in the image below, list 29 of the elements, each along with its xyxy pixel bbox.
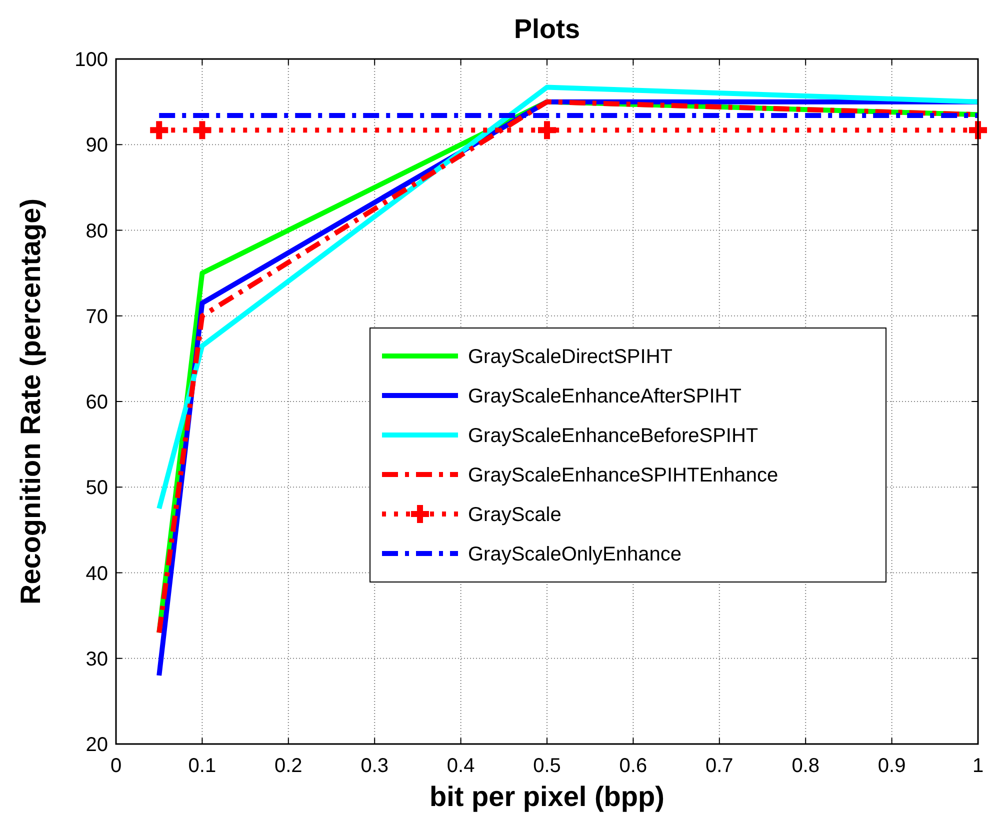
y-tick-label: 30: [86, 648, 108, 670]
y-tick-label: 40: [86, 562, 108, 585]
chart-title: Plots: [514, 14, 580, 44]
x-tick-label: 0.2: [274, 755, 302, 777]
y-tick-label: 70: [86, 306, 108, 328]
x-tick-label: 0.3: [360, 755, 389, 777]
y-tick-label: 90: [86, 134, 108, 157]
y-tick-label: 50: [86, 477, 108, 500]
legend-label: GrayScaleDirectSPIHT: [468, 346, 672, 368]
x-tick-label: 0.5: [533, 755, 561, 777]
x-axis-title: bit per pixel (bpp): [430, 781, 664, 812]
x-tick-label: 0: [110, 755, 122, 777]
y-tick-label: 60: [86, 392, 108, 414]
x-tick-label: 0.8: [792, 755, 820, 777]
legend-label: GrayScaleEnhanceAfterSPIHT: [468, 386, 742, 408]
y-tick-label: 100: [74, 49, 108, 71]
legend-label: GrayScaleOnlyEnhance: [468, 544, 682, 566]
x-tick-label: 0.9: [878, 755, 906, 777]
x-tick-label: 0.4: [446, 755, 475, 777]
y-axis-title: Recognition Rate (percentage): [15, 198, 46, 605]
x-tick-label: 0.1: [188, 755, 216, 777]
x-tick-label: 0.6: [619, 755, 648, 777]
x-tick-label: 0.7: [705, 755, 734, 777]
legend-label: GrayScaleEnhanceSPIHTEnhance: [468, 464, 778, 486]
legend-label: GrayScaleEnhanceBeforeSPIHT: [468, 425, 758, 447]
x-tick-label: 1: [972, 755, 984, 777]
legend-label: GrayScale: [468, 504, 562, 526]
y-tick-label: 80: [86, 220, 108, 242]
y-tick-label: 20: [86, 734, 108, 756]
